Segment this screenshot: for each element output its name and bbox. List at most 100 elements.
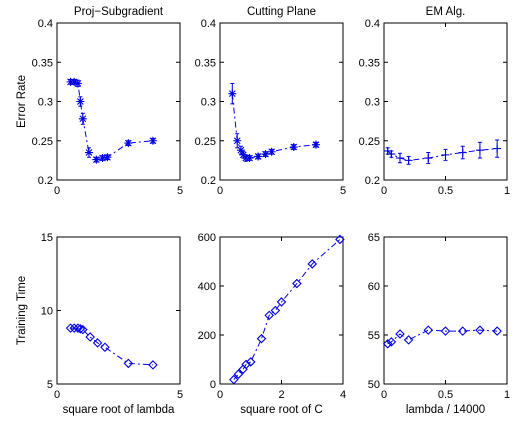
y-tick-label: 0.4 — [38, 18, 53, 30]
data-point — [124, 139, 133, 148]
x-axis-label: lambda / 14000 — [406, 404, 485, 416]
y-tick-label: 200 — [198, 330, 216, 342]
x-tick-label: 5 — [177, 389, 183, 401]
data-point — [148, 360, 158, 370]
y-tick-label: 0.35 — [359, 57, 380, 69]
x-tick-label: 5 — [177, 185, 183, 197]
y-tick-label: 15 — [41, 232, 53, 244]
data-point — [289, 143, 298, 152]
data-point — [233, 369, 244, 379]
x-tick-label: 0 — [217, 185, 223, 197]
data-point — [256, 333, 267, 344]
y-tick-label: 400 — [198, 281, 216, 293]
y-tick-label: 0.3 — [38, 97, 53, 109]
data-point — [457, 326, 468, 336]
data-point — [335, 234, 345, 245]
data-point — [424, 154, 433, 163]
y-tick-label: 0.35 — [195, 57, 216, 69]
data-point — [292, 278, 302, 289]
x-axis-label: square root of lambda — [63, 404, 175, 416]
series-line — [70, 81, 153, 161]
chart-panel-6: 0 0.5 1 50 55 60 65 lambda / 14000 — [368, 232, 510, 416]
x-tick-label: 0 — [54, 389, 60, 401]
chart-panel-5: 0 2 4 0 200 400 600 square root of C — [198, 232, 346, 416]
panel-title: Cutting Plane — [247, 6, 316, 18]
data-point — [98, 154, 107, 163]
y-axis-label: Training Time — [16, 276, 28, 345]
x-tick-label: 4 — [340, 389, 346, 401]
data-point — [229, 374, 239, 385]
data-point — [78, 114, 87, 123]
data-point — [267, 147, 276, 156]
data-point — [65, 323, 76, 333]
panel-title: Proj−Subgradient — [74, 6, 164, 18]
x-tick-label: 0 — [217, 389, 223, 401]
data-point — [423, 325, 434, 335]
data-point — [233, 136, 242, 145]
y-tick-label: 5 — [47, 379, 53, 391]
x-tick-label: 1 — [504, 389, 510, 401]
data-point — [245, 154, 254, 163]
data-point — [264, 310, 274, 321]
y-tick-label: 0.4 — [365, 18, 380, 30]
data-point — [73, 323, 83, 333]
y-tick-label: 0.25 — [195, 136, 216, 148]
x-tick-label: 1 — [504, 185, 510, 197]
data-point — [276, 297, 287, 307]
data-point — [241, 359, 251, 370]
data-point — [73, 79, 82, 88]
x-tick-label: 0 — [54, 185, 60, 197]
data-point — [254, 152, 263, 161]
plot-frame — [56, 22, 181, 181]
chart-panel-3: 0 0.5 1 0.2 0.25 0.3 0.35 0.4 EM Alg. — [359, 6, 510, 197]
y-tick-label: 0.2 — [365, 175, 380, 187]
data-point — [475, 325, 485, 335]
y-tick-label: 55 — [368, 330, 380, 342]
panel-title: EM Alg. — [426, 6, 466, 18]
y-tick-label: 0 — [210, 379, 216, 391]
data-point — [245, 357, 256, 367]
data-point — [492, 326, 502, 336]
y-tick-label: 0.4 — [201, 18, 216, 30]
data-point — [441, 150, 450, 159]
y-tick-label: 0.25 — [32, 136, 53, 148]
data-point — [493, 144, 502, 153]
data-point — [92, 338, 103, 348]
y-tick-label: 0.2 — [201, 175, 216, 187]
x-tick-label: 0.5 — [438, 185, 453, 197]
data-point — [236, 146, 245, 155]
y-tick-label: 65 — [368, 232, 380, 244]
x-tick-label: 0.5 — [438, 389, 453, 401]
plot-frame — [56, 236, 181, 385]
x-tick-label: 5 — [340, 185, 346, 197]
x-tick-label: 2 — [278, 389, 284, 401]
y-tick-label: 0.2 — [38, 175, 53, 187]
data-point — [84, 148, 93, 157]
data-point — [458, 148, 467, 157]
chart-panel-2: 0 5 0.2 0.25 0.3 0.35 0.4 Cutting Plane — [195, 6, 346, 197]
plot-frame — [219, 236, 344, 385]
data-point — [92, 155, 101, 164]
y-tick-label: 600 — [198, 232, 216, 244]
data-point — [386, 337, 397, 347]
y-tick-label: 0.3 — [365, 97, 380, 109]
data-point — [387, 150, 396, 159]
data-point — [261, 150, 270, 159]
data-point — [76, 97, 85, 106]
data-point — [70, 77, 79, 86]
series-line — [233, 239, 341, 380]
x-axis-label: square root of C — [240, 404, 322, 416]
y-tick-label: 0.3 — [201, 97, 216, 109]
data-point — [404, 156, 413, 165]
y-tick-label: 0.35 — [32, 57, 53, 69]
data-point — [270, 305, 281, 316]
data-point — [85, 332, 95, 342]
x-tick-label: 0 — [381, 389, 387, 401]
data-point — [395, 154, 404, 163]
data-point — [475, 146, 484, 155]
data-point — [69, 323, 79, 333]
data-point — [100, 342, 110, 353]
data-point — [382, 339, 393, 349]
